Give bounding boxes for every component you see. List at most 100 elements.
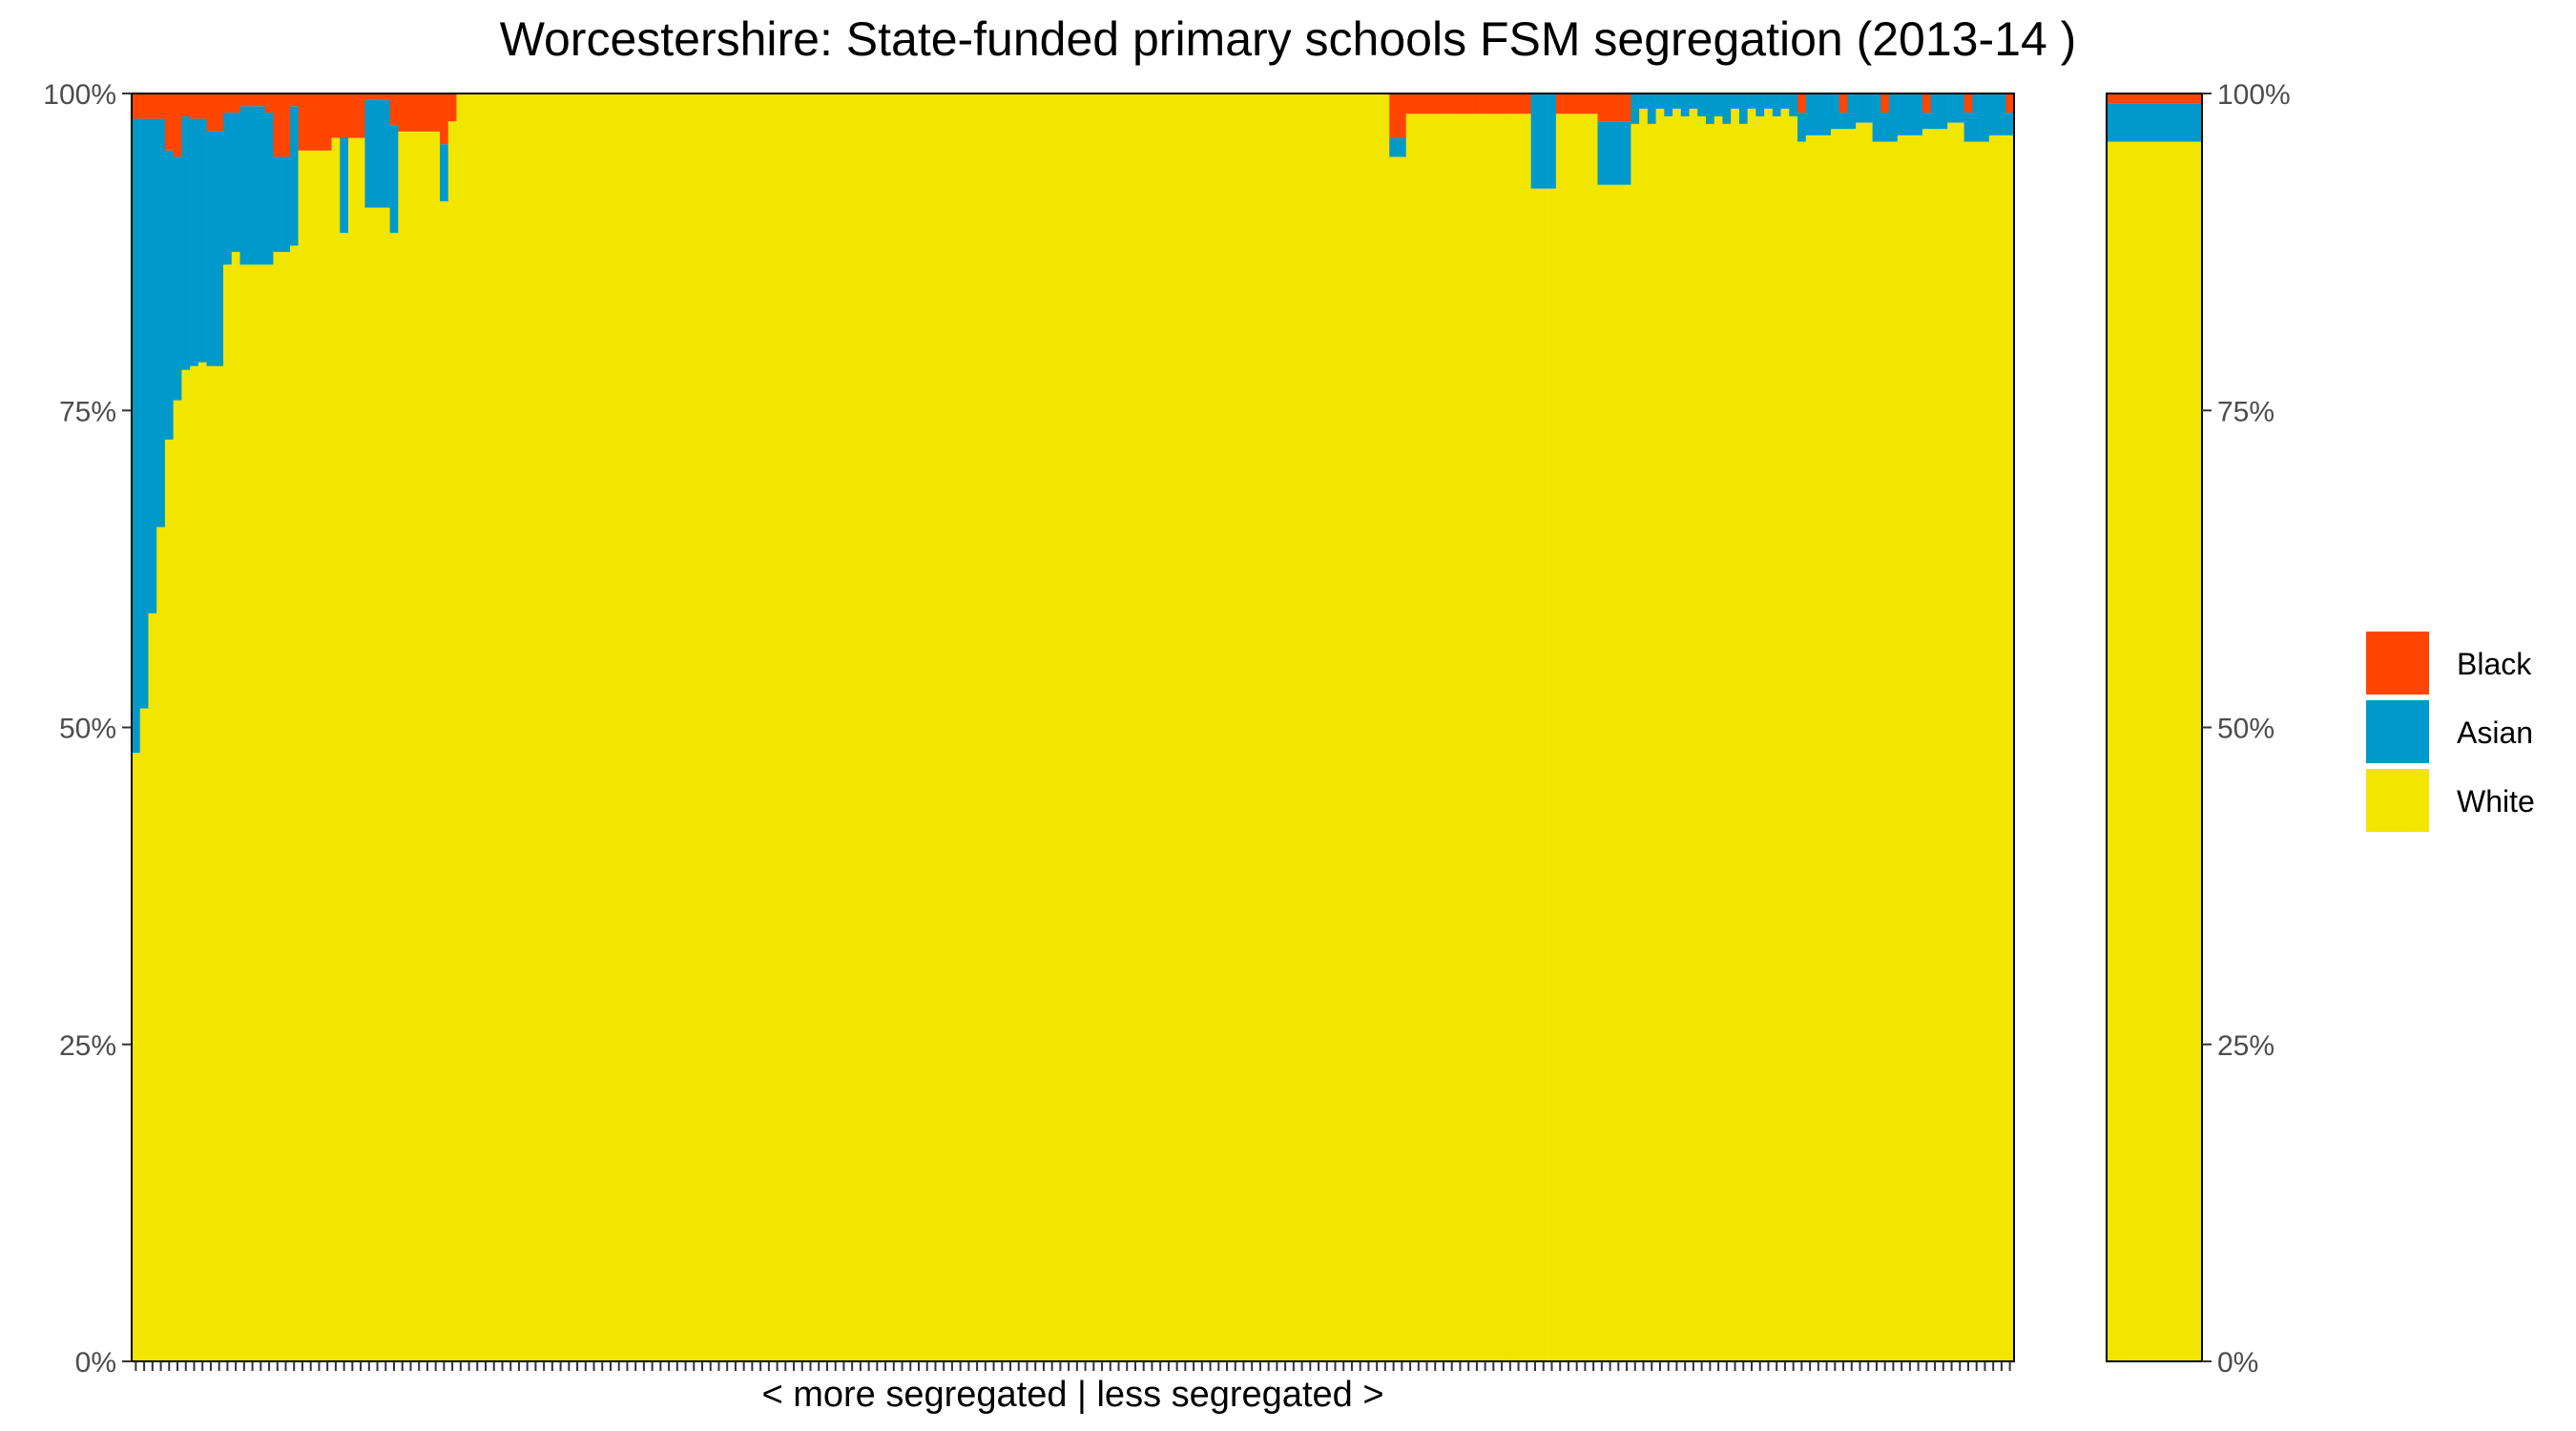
bar-white (1222, 93, 1232, 1361)
bar-black (364, 93, 374, 100)
bar-asian (1705, 93, 1715, 124)
bar-asian (1872, 93, 1881, 142)
bar-white (223, 264, 233, 1361)
bar-white (1689, 108, 1698, 1361)
bar-asian (1922, 112, 1931, 130)
bar-white (1497, 114, 1506, 1361)
bar-asian (1805, 93, 1815, 135)
bar-white (132, 753, 141, 1361)
bar-white (1672, 108, 1682, 1361)
legend-item-black: Black (2366, 632, 2576, 695)
bar-white (1239, 93, 1249, 1361)
bar-white (872, 93, 883, 1361)
bar-white (173, 400, 182, 1361)
bar-black (164, 93, 174, 151)
bar-white (889, 93, 899, 1361)
bar-white (822, 93, 832, 1361)
bar-white (1997, 135, 2006, 1362)
bar-white (1555, 114, 1565, 1361)
bar-black (1497, 93, 1506, 114)
bar-white (431, 131, 441, 1361)
bar-black (190, 93, 199, 119)
bar-white (1081, 93, 1091, 1361)
bar-black (206, 93, 216, 132)
legend-item-asian: Asian (2366, 700, 2576, 763)
bar-white (2005, 135, 2015, 1362)
bar-white (281, 252, 291, 1361)
bar-white (581, 93, 591, 1361)
bar-white (148, 612, 157, 1361)
bar-white (531, 93, 541, 1361)
bar-white (590, 93, 599, 1361)
bar-white (639, 93, 649, 1361)
bar-white (1639, 108, 1649, 1361)
bar-white (506, 93, 515, 1361)
bar-white (798, 93, 807, 1361)
bar-asian (1905, 93, 1915, 135)
bar-white (498, 93, 508, 1361)
bar-asian (181, 115, 191, 370)
bar-black (431, 93, 441, 132)
bar-white (264, 264, 274, 1361)
bar-asian (1972, 93, 1982, 142)
bar-asian (1697, 93, 1707, 116)
bar-white (1572, 114, 1582, 1361)
bar-white (1655, 108, 1665, 1361)
bar-white (1089, 93, 1098, 1361)
bar-black (1414, 93, 1423, 114)
bar-white (972, 93, 982, 1361)
bar-white (1830, 129, 1839, 1361)
bar-asian (1639, 93, 1649, 109)
bar-white (231, 252, 240, 1361)
bar-white (1072, 93, 1082, 1361)
bar-white (648, 93, 657, 1361)
bar-black (223, 93, 233, 113)
bar-black (132, 93, 141, 119)
bar-black (1880, 93, 1890, 113)
bar-white (1131, 93, 1140, 1361)
bar-white (1331, 93, 1340, 1361)
bar-white (1456, 114, 1465, 1361)
bar-asian (1747, 93, 1756, 109)
y-tick-label-left: 50% (59, 714, 116, 745)
bar-asian (231, 112, 240, 253)
bar-asian (1772, 93, 1781, 116)
bar-white (1664, 115, 1673, 1361)
bar-white (306, 150, 316, 1362)
bar-black (289, 93, 299, 107)
bar-black (447, 93, 457, 122)
bar-asian (206, 131, 216, 366)
bar-white (847, 93, 857, 1361)
bar-white (1139, 93, 1149, 1361)
bar-white (655, 93, 666, 1361)
bar-white (1006, 93, 1015, 1361)
bar-asian (215, 131, 224, 366)
bar-black (148, 93, 157, 119)
x-axis-label: < more segregated | less segregated > (761, 1375, 1383, 1415)
bar-white (631, 93, 640, 1361)
bar-white (1922, 129, 1931, 1361)
bar-white (1789, 115, 1798, 1361)
bar-white (1647, 123, 1656, 1361)
bar-white (456, 93, 466, 1361)
bar-black (215, 93, 224, 132)
bar-white (1214, 93, 1223, 1361)
bar-black (1423, 93, 1432, 114)
y-tick-label-left: 25% (59, 1030, 116, 1062)
bar-asian (1830, 93, 1839, 130)
bar-asian (1722, 93, 1732, 124)
bar-white (731, 93, 740, 1361)
bar-asian (1997, 93, 2006, 135)
bar-asian (1880, 112, 1890, 142)
bar-white (1347, 93, 1357, 1361)
bar-white (1405, 114, 1415, 1361)
bar-black (347, 93, 358, 138)
bar-asian (1597, 121, 1607, 185)
bar-white (1447, 114, 1457, 1361)
bar-asian (190, 118, 199, 366)
bar-white (1939, 129, 1948, 1361)
bar-asian (1988, 93, 1998, 135)
legend-label-asian: Asian (2457, 716, 2534, 750)
bar-white (722, 93, 732, 1361)
bar-white (840, 93, 849, 1361)
